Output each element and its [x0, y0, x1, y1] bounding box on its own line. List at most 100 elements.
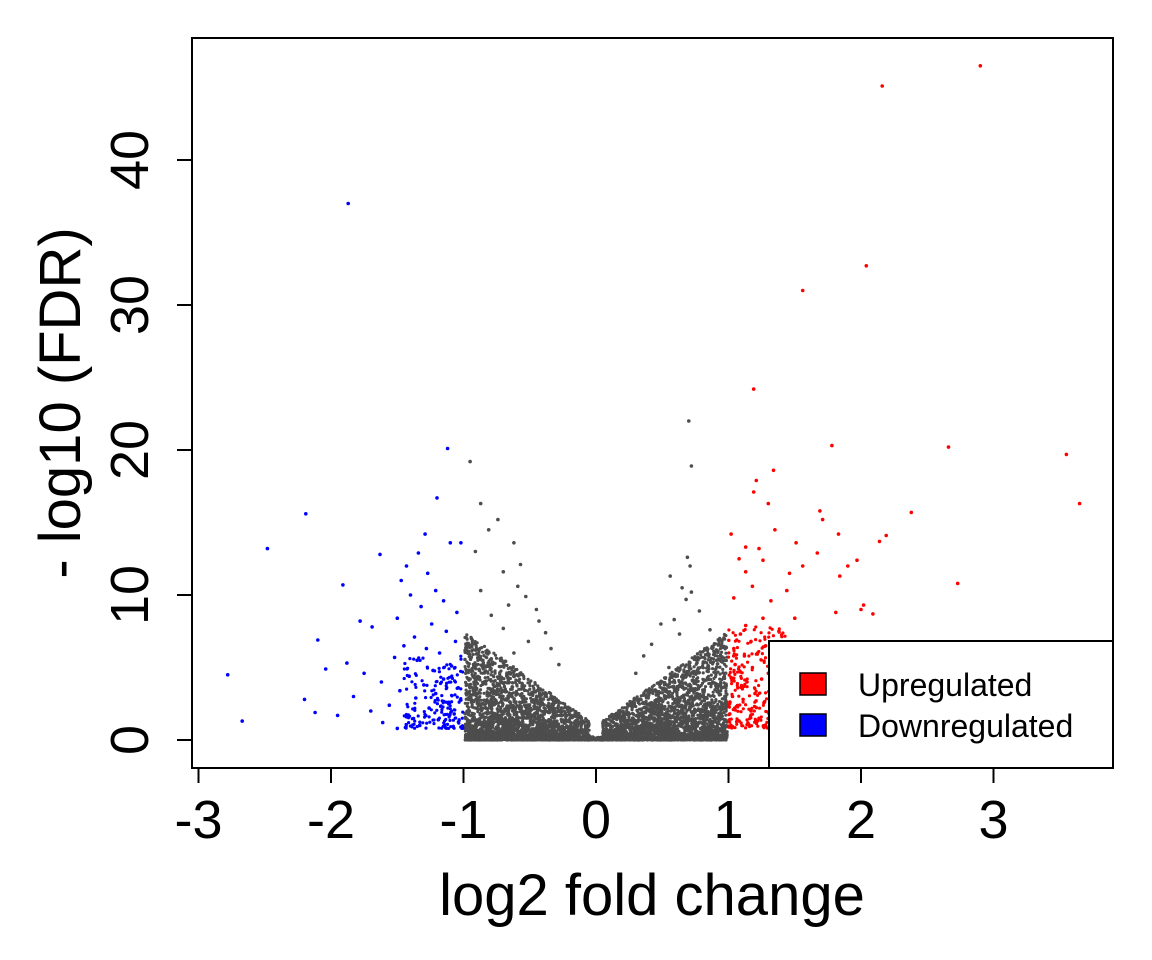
point-not-significant [615, 718, 619, 722]
point-not-significant [531, 719, 535, 723]
point-not-significant [621, 709, 625, 713]
point-not-significant [668, 694, 672, 699]
point-not-significant [706, 674, 711, 679]
point-not-significant [516, 722, 520, 726]
point-not-significant [673, 699, 677, 703]
point-not-significant [486, 709, 490, 713]
point-not-significant [699, 701, 703, 705]
point-not-significant [531, 693, 535, 698]
point-not-significant [657, 683, 662, 687]
point-not-significant [501, 694, 505, 698]
point-not-significant [487, 731, 491, 735]
point-not-significant [473, 726, 477, 730]
point-not-significant [720, 660, 724, 664]
point-not-significant [474, 720, 478, 724]
point-not-significant [478, 654, 483, 658]
point-not-significant [650, 685, 654, 689]
point-not-significant [651, 738, 655, 742]
point-not-significant [491, 691, 495, 696]
point-not-significant [463, 657, 467, 662]
point-not-significant [554, 697, 559, 701]
point-not-significant [508, 706, 512, 710]
point-not-significant [587, 721, 591, 725]
point-not-significant [550, 728, 555, 732]
point-not-significant [538, 696, 542, 701]
point-not-significant [713, 707, 718, 712]
point-not-significant [638, 702, 642, 706]
point-not-significant [699, 726, 703, 731]
point-not-significant [635, 728, 639, 732]
point-not-significant [625, 722, 630, 726]
point-not-significant [648, 701, 652, 705]
point-not-significant [467, 698, 471, 702]
point-not-significant [709, 685, 713, 689]
point-not-significant [654, 709, 658, 713]
point-not-significant [569, 709, 573, 713]
point-not-significant [520, 696, 524, 700]
point-not-significant [479, 731, 483, 735]
point-not-significant [713, 688, 717, 692]
point-not-significant [561, 728, 565, 732]
point-not-significant [701, 694, 705, 698]
point-not-significant [519, 671, 523, 675]
point-not-significant [559, 737, 563, 741]
point-not-significant [512, 713, 516, 717]
point-not-significant [524, 697, 529, 701]
point-not-significant [526, 677, 530, 682]
point-not-significant [713, 651, 717, 655]
point-not-significant [679, 664, 683, 668]
point-not-significant [582, 732, 586, 736]
point-not-significant [618, 724, 622, 728]
point-not-significant [512, 697, 516, 701]
point-not-significant [515, 704, 519, 708]
point-not-significant [485, 694, 489, 698]
point-not-significant [685, 673, 689, 677]
point-not-significant [666, 709, 670, 713]
point-not-significant [466, 701, 470, 705]
point-not-significant [555, 719, 559, 723]
point-not-significant [486, 671, 490, 675]
point-not-significant [463, 701, 467, 705]
point-not-significant [490, 710, 494, 714]
point-not-significant [717, 639, 721, 643]
point-not-significant [632, 712, 636, 716]
point-not-significant [642, 692, 646, 696]
point-not-significant [717, 722, 721, 726]
point-not-significant [645, 733, 649, 738]
point-not-significant [484, 705, 488, 710]
point-not-significant [541, 691, 545, 696]
point-not-significant [494, 656, 499, 660]
point-not-significant [470, 692, 475, 697]
point-not-significant [701, 709, 705, 713]
point-not-significant [688, 664, 692, 668]
point-not-significant [484, 651, 488, 655]
point-not-significant [706, 663, 710, 667]
point-not-significant [495, 730, 499, 734]
point-not-significant [715, 665, 719, 669]
point-not-significant [670, 704, 674, 709]
point-not-significant [695, 736, 699, 740]
point-not-significant [707, 738, 711, 742]
point-not-significant [505, 674, 509, 678]
point-not-significant [721, 685, 725, 690]
point-not-significant [706, 669, 710, 673]
point-not-significant [695, 724, 700, 728]
point-not-significant [684, 686, 688, 690]
point-not-significant [613, 727, 617, 732]
point-not-significant [691, 734, 695, 738]
point-not-significant [619, 720, 623, 724]
point-not-significant [718, 684, 723, 688]
point-not-significant [587, 728, 591, 732]
point-not-significant [725, 700, 729, 705]
point-not-significant [576, 717, 580, 721]
point-not-significant [479, 723, 483, 727]
point-not-significant [508, 676, 512, 681]
point-not-significant [464, 683, 468, 688]
point-not-significant [530, 708, 534, 712]
point-not-significant [469, 657, 473, 662]
point-not-significant [478, 688, 483, 692]
point-not-significant [549, 691, 553, 696]
point-not-significant [671, 702, 675, 706]
point-not-significant [707, 725, 711, 729]
point-not-significant [717, 711, 721, 716]
